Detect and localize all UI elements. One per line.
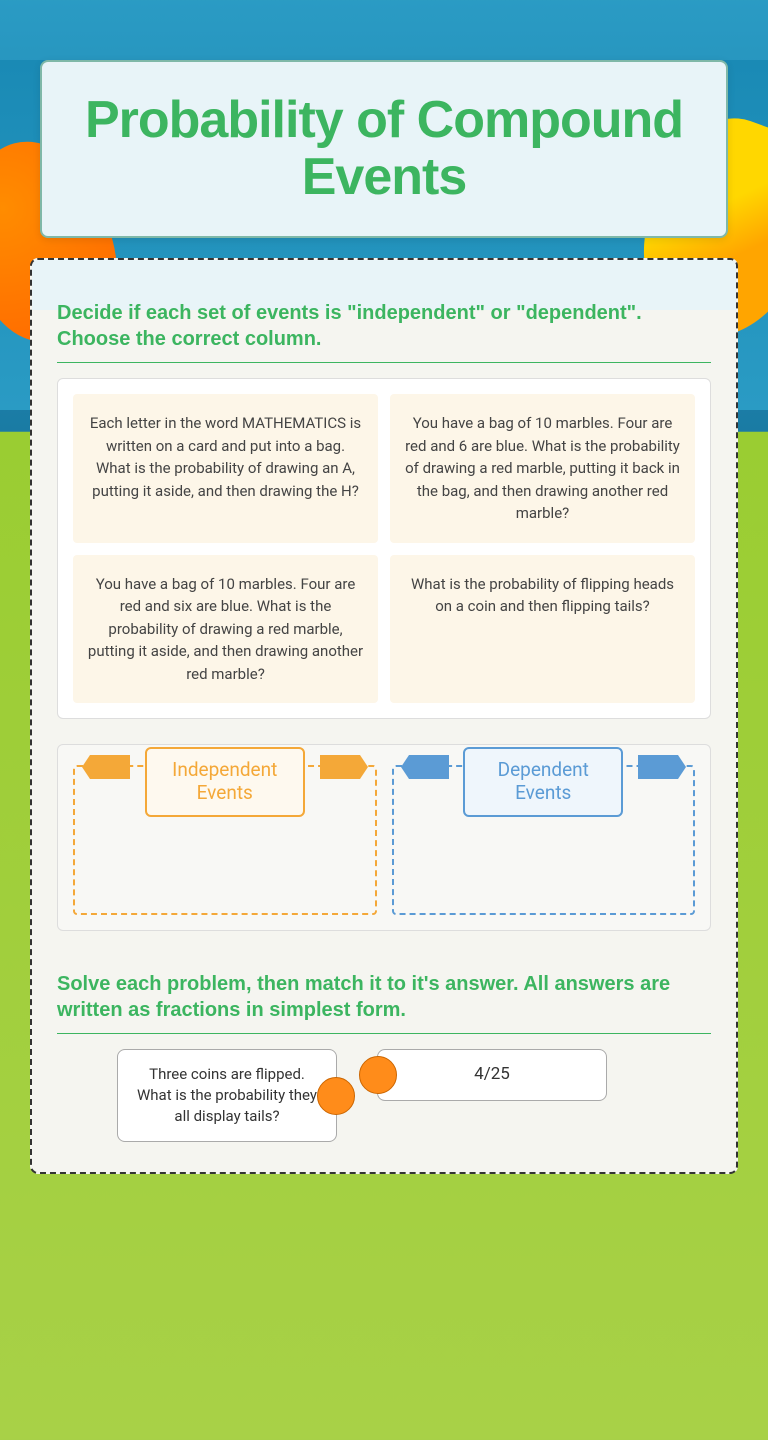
match-answer-text: 4/25: [474, 1063, 510, 1087]
divider-1: [57, 362, 711, 363]
ribbon-decoration: [320, 755, 360, 779]
main-content-card: Decide if each set of events is "indepen…: [30, 258, 738, 1174]
section-2: Solve each problem, then match it to it'…: [57, 971, 711, 1142]
divider-2: [57, 1033, 711, 1034]
match-answer-card[interactable]: 4/25: [377, 1049, 607, 1101]
question-card[interactable]: What is the probability of flipping head…: [390, 555, 695, 704]
independent-drop-zone[interactable]: Independent Events: [73, 765, 377, 915]
match-row: Three coins are flipped. What is the pro…: [57, 1049, 711, 1142]
question-card[interactable]: You have a bag of 10 marbles. Four are r…: [390, 394, 695, 543]
dependent-drop-zone[interactable]: Dependent Events: [392, 765, 696, 915]
match-question-card[interactable]: Three coins are flipped. What is the pro…: [117, 1049, 337, 1142]
connector-dot[interactable]: [317, 1077, 355, 1115]
question-grid: Each letter in the word MATHEMATICS is w…: [57, 378, 711, 719]
instruction-2: Solve each problem, then match it to it'…: [57, 971, 711, 1023]
zone-label-dependent: Dependent Events: [463, 747, 623, 817]
ribbon-decoration: [90, 755, 130, 779]
match-question-text: Three coins are flipped. What is the pro…: [137, 1065, 317, 1125]
question-card[interactable]: Each letter in the word MATHEMATICS is w…: [73, 394, 378, 543]
title-card: Probability of Compound Events: [40, 60, 728, 238]
zone-label-independent: Independent Events: [145, 747, 305, 817]
question-card[interactable]: You have a bag of 10 marbles. Four are r…: [73, 555, 378, 704]
instruction-1: Decide if each set of events is "indepen…: [57, 300, 711, 352]
ribbon-decoration: [409, 755, 449, 779]
page-title: Probability of Compound Events: [62, 92, 706, 206]
drop-zones-container: Independent Events Dependent Events: [57, 744, 711, 931]
ribbon-decoration: [638, 755, 678, 779]
connector-dot[interactable]: [359, 1056, 397, 1094]
